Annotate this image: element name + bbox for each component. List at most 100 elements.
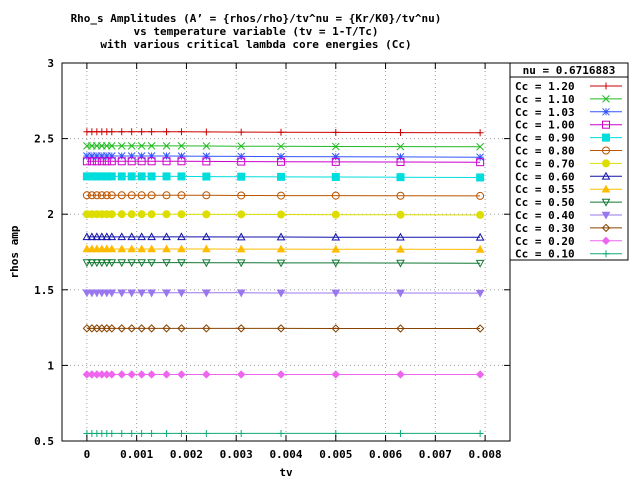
legend-label: Cc = 0.60	[515, 170, 575, 183]
data-point	[117, 232, 127, 241]
data-point	[601, 236, 611, 246]
data-point	[92, 244, 102, 253]
data-point	[97, 191, 106, 200]
data-point	[137, 259, 146, 268]
data-point	[147, 210, 156, 219]
data-point	[162, 210, 171, 219]
data-point	[331, 142, 340, 151]
data-point	[601, 223, 611, 233]
data-point	[82, 191, 91, 200]
data-point	[147, 289, 156, 298]
data-point	[602, 95, 610, 103]
data-point	[107, 259, 117, 268]
data-point	[331, 173, 340, 182]
data-point	[107, 172, 116, 181]
data-point	[396, 259, 405, 268]
data-point	[396, 129, 404, 137]
data-point	[117, 210, 126, 219]
data-point	[602, 120, 610, 129]
data-point	[92, 191, 101, 200]
data-point	[138, 429, 146, 437]
data-point	[82, 157, 91, 166]
data-point	[277, 191, 286, 200]
series	[82, 259, 485, 268]
data-point	[602, 250, 610, 258]
data-point	[177, 210, 186, 219]
legend-label: Cc = 0.80	[515, 145, 575, 158]
series	[82, 157, 485, 167]
data-point	[147, 157, 156, 166]
legend-label: Cc = 0.90	[515, 132, 575, 145]
series-line	[86, 160, 481, 163]
data-point	[177, 289, 186, 298]
data-point	[331, 370, 340, 379]
data-point	[117, 259, 127, 268]
data-point	[237, 172, 246, 181]
series	[82, 191, 485, 200]
data-point	[127, 324, 136, 333]
data-point	[127, 289, 137, 298]
data-point	[107, 370, 116, 379]
data-point	[396, 429, 404, 437]
data-point	[237, 191, 246, 200]
series	[82, 289, 485, 298]
y-tick-label: 1	[47, 359, 54, 372]
data-point	[202, 259, 211, 268]
data-point	[475, 370, 485, 379]
data-point	[162, 259, 171, 268]
data-point	[108, 429, 116, 437]
data-point	[202, 370, 211, 379]
legend-label: Cc = 0.70	[515, 157, 575, 170]
data-point	[102, 259, 112, 268]
data-point	[276, 259, 286, 268]
x-axis-label: tv	[279, 466, 293, 479]
data-point	[87, 232, 97, 241]
data-point	[117, 157, 126, 166]
data-point	[396, 324, 405, 333]
data-point	[476, 191, 485, 200]
x-tick-label: 0	[84, 448, 91, 461]
data-point	[127, 152, 136, 160]
x-tick-label: 0.008	[469, 448, 502, 461]
series-line	[86, 145, 481, 148]
data-point	[277, 128, 285, 136]
data-point	[396, 210, 405, 219]
data-point	[177, 128, 185, 136]
data-point	[117, 172, 126, 181]
data-point	[138, 128, 146, 136]
data-point	[162, 232, 171, 241]
data-point	[137, 142, 146, 150]
data-point	[475, 232, 485, 241]
data-point	[117, 191, 126, 200]
data-point	[331, 259, 341, 268]
x-tick-label: 0.003	[220, 448, 253, 461]
data-point	[277, 429, 285, 437]
data-point	[147, 172, 156, 181]
data-point	[102, 191, 111, 200]
data-point	[137, 210, 146, 219]
data-point	[137, 370, 146, 379]
data-point	[107, 210, 116, 219]
data-point	[147, 324, 156, 333]
data-point	[396, 289, 405, 298]
data-point	[177, 370, 186, 379]
data-point	[147, 142, 156, 150]
data-point	[277, 210, 286, 219]
data-point	[331, 152, 340, 161]
data-point	[396, 370, 405, 379]
data-point	[97, 157, 106, 166]
data-point	[162, 191, 171, 200]
data-point	[127, 259, 137, 268]
data-point	[331, 324, 340, 333]
data-point	[127, 142, 136, 150]
data-point	[163, 429, 171, 437]
series	[82, 172, 485, 182]
data-point	[331, 210, 340, 219]
data-point	[331, 157, 340, 166]
data-point	[88, 152, 96, 160]
data-point	[177, 191, 186, 200]
data-point	[127, 191, 136, 200]
data-point	[396, 142, 405, 151]
data-point	[107, 191, 116, 200]
